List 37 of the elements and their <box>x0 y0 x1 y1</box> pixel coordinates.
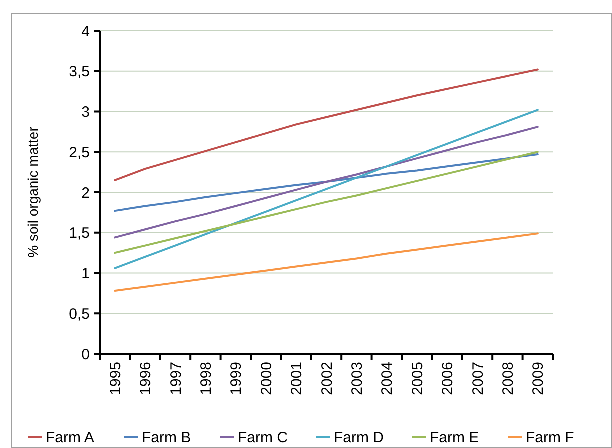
line-series <box>114 151 539 254</box>
x-tick-label: 2001 <box>288 362 306 396</box>
x-tick-label: 2009 <box>530 362 548 396</box>
line-series <box>114 232 539 292</box>
x-tick-label: 2008 <box>500 362 517 396</box>
line-series <box>114 126 539 239</box>
legend-label: Farm E <box>430 429 480 446</box>
line-series <box>114 154 539 212</box>
y-axis-title: % soil organic matter <box>25 126 41 258</box>
x-tick-label: 1996 <box>138 362 155 396</box>
x-tick-label: 2002 <box>318 362 336 396</box>
x-tick-label: 2005 <box>409 362 426 396</box>
y-tick-label: 3,5 <box>69 64 90 81</box>
y-tick-label: 1,5 <box>69 225 90 242</box>
legend-label: Farm A <box>46 429 94 446</box>
y-tick-label: 1 <box>82 266 90 282</box>
y-tick-label: 3 <box>82 104 90 121</box>
legend-label: Farm F <box>526 429 574 446</box>
line-series <box>114 68 539 182</box>
x-tick-label: 2004 <box>379 362 396 396</box>
y-tick-label: 0 <box>82 346 90 364</box>
legend-label: Farm C <box>238 429 288 446</box>
x-tick-label: 1998 <box>198 362 215 396</box>
y-tick-label: 0,5 <box>69 306 90 323</box>
y-tick-label: 4 <box>82 23 90 40</box>
x-tick-label: 1997 <box>168 362 185 396</box>
x-tick-label: 2007 <box>470 362 487 396</box>
x-tick-label: 2000 <box>258 362 276 396</box>
legend-label: Farm B <box>142 429 192 446</box>
legend-label: Farm D <box>334 429 384 446</box>
y-tick-label: 2,5 <box>69 144 90 162</box>
x-tick-label: 1999 <box>228 362 246 396</box>
y-tick-label: 2 <box>82 184 90 202</box>
line-series <box>114 109 539 270</box>
x-tick-label: 2003 <box>348 362 366 396</box>
x-tick-label: 1995 <box>107 362 124 396</box>
x-tick-label: 2006 <box>440 362 457 396</box>
